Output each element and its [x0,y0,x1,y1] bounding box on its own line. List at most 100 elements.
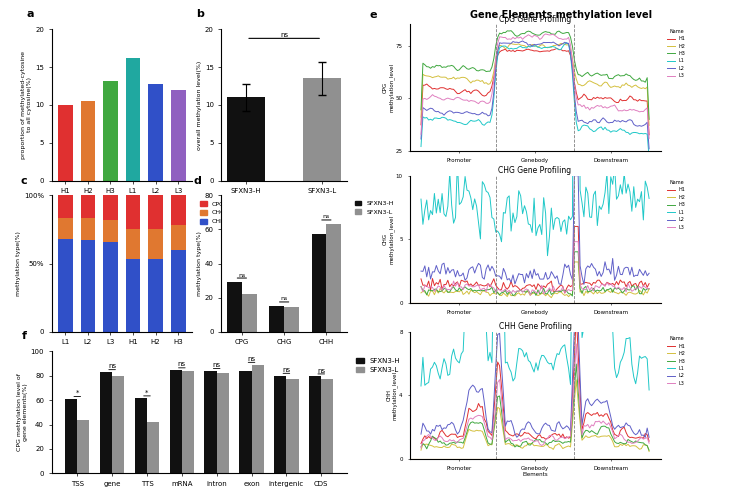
Bar [80,240,95,332]
L1 [601,190,610,196]
Bar [170,90,185,181]
Bar [204,371,217,473]
H3 [645,117,654,122]
Line: H3: H3 [421,31,649,120]
H2 [572,377,581,383]
Bar [148,195,163,229]
L3 [576,102,584,107]
Text: *: * [75,390,79,396]
H3 [568,293,577,299]
H1 [416,122,425,128]
H1 [553,45,562,51]
Y-axis label: CHH
methylation_level: CHH methylation_level [386,371,398,420]
Text: ns: ns [247,356,255,362]
H1 [645,281,654,286]
Bar [148,260,163,332]
Bar [242,294,257,332]
H2 [578,288,587,294]
L3 [545,285,554,291]
Bar [125,260,140,332]
Legend: CPG, CHG, CHH: CPG, CHG, CHH [198,198,228,227]
L1 [578,200,587,205]
Bar [227,282,242,332]
L3 [601,284,610,289]
L1 [645,387,654,393]
Text: b: b [196,9,204,19]
Text: ns: ns [108,363,116,369]
H1 [570,224,579,229]
Bar [103,220,118,242]
Bar [77,420,89,473]
L3 [541,31,550,37]
H1 [543,281,552,287]
Text: f: f [22,331,27,341]
L1 [562,40,571,45]
L1 [464,119,473,125]
Line: L2: L2 [421,41,649,149]
H2 [464,291,473,297]
H2 [556,41,565,46]
L3 [645,136,654,142]
H3 [464,66,473,72]
L2 [478,109,487,115]
H3 [599,72,607,78]
Bar [58,219,73,239]
H1 [416,441,425,447]
H1 [576,95,584,101]
H2 [576,420,584,426]
Legend: H1, H2, H3, L1, L2, L3: H1, H2, H3, L1, L2, L3 [666,334,687,388]
Text: ns: ns [178,362,186,367]
Title: CpG Gene Profiling: CpG Gene Profiling [499,15,571,23]
L2 [464,387,473,393]
Legend: H1, H2, H3, L1, L2, L3: H1, H2, H3, L1, L2, L3 [666,178,687,232]
Bar [170,370,182,473]
Bar [239,371,252,473]
H2 [639,442,648,447]
H2 [478,78,487,83]
L1 [543,359,552,365]
H3 [507,28,516,34]
H2 [478,428,487,434]
Text: ns: ns [283,367,291,373]
H2 [599,81,607,86]
L3 [599,418,607,424]
Bar [125,229,140,260]
L2 [478,274,487,280]
Y-axis label: CPG
methylation_level: CPG methylation_level [383,63,394,112]
Y-axis label: methylation type(%): methylation type(%) [197,231,202,296]
Line: L1: L1 [421,0,649,390]
L2 [579,282,588,287]
H1 [599,96,607,102]
L1 [599,127,607,133]
Line: H2: H2 [421,262,649,298]
L1 [416,143,425,149]
Bar [103,195,118,220]
Bar [100,372,112,473]
Line: L3: L3 [421,34,649,139]
L2 [641,434,649,440]
Bar [284,307,299,332]
H1 [645,132,654,138]
Bar [303,79,341,181]
L3 [543,436,552,442]
L3 [478,286,487,292]
L2 [478,386,487,391]
Bar [286,380,299,473]
H1 [464,88,473,94]
X-axis label: Elements: Elements [523,472,548,477]
Line: L2: L2 [421,176,649,285]
H2 [576,82,584,88]
H2 [416,290,425,296]
H1 [641,280,649,285]
H1 [478,283,487,288]
Legend: SFXN3-H, SFXN3-L: SFXN3-H, SFXN3-L [353,198,396,217]
H2 [543,291,552,297]
Bar [252,365,263,473]
L1 [478,253,487,259]
Bar [311,234,326,332]
H3 [478,67,487,73]
L3 [599,105,607,111]
L2 [576,263,584,269]
H2 [543,45,552,51]
L2 [599,115,607,121]
